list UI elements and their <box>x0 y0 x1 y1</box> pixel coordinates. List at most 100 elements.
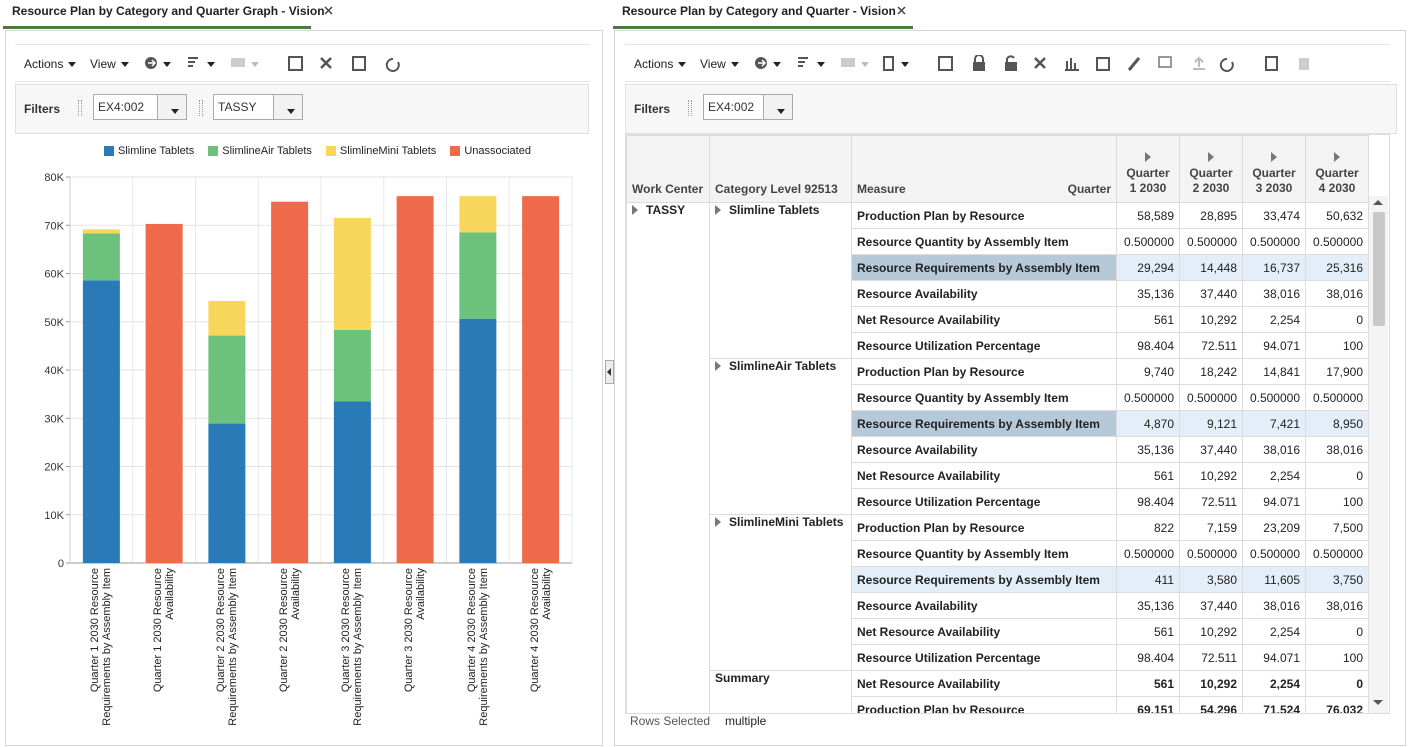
filter-bar: Filters EX4:002 <box>625 84 1397 134</box>
quarter-column-header[interactable]: Quarter 3 2030 <box>1243 136 1306 203</box>
quarter-label: Quarter 2 2030 <box>1189 166 1232 195</box>
value-cell: 0.500000 <box>1306 541 1369 567</box>
value-cell: 58,589 <box>1117 203 1180 229</box>
value-cell: 10,292 <box>1180 307 1243 333</box>
header-row: Work CenterCategory Level 92513MeasureQu… <box>627 136 1369 203</box>
value-cell: 38,016 <box>1243 593 1306 619</box>
calc-icon[interactable] <box>884 57 893 70</box>
toolbar: Actions View <box>625 44 1390 82</box>
value-cell: 0.500000 <box>1243 229 1306 255</box>
data-row: SlimlineAir Tablets Production Plan by Re… <box>627 359 1369 385</box>
footer-label: Rows Selected <box>630 714 710 728</box>
value-cell: 561 <box>1117 671 1180 697</box>
pivot-table-container: Work CenterCategory Level 92513MeasureQu… <box>625 134 1390 714</box>
lock-icon[interactable] <box>973 62 985 71</box>
category: SlimlineMini Tablets <box>729 515 843 529</box>
quarter-label: Quarter 4 2030 <box>1315 166 1358 195</box>
label: View <box>700 57 726 71</box>
row-header: TASSY <box>627 203 710 715</box>
chart-icon[interactable] <box>1065 58 1079 70</box>
value-cell: 98.404 <box>1117 489 1180 515</box>
value-cell: 72.511 <box>1180 645 1243 671</box>
value-cell: 76,032 <box>1306 697 1369 715</box>
measure-cell: Production Plan by Resource <box>852 359 1117 385</box>
close-icon[interactable] <box>897 6 906 15</box>
filter-select[interactable]: EX4:002 <box>703 94 793 120</box>
column-header: Work Center <box>627 136 710 203</box>
label: Actions <box>634 57 673 71</box>
value-cell: 38,016 <box>1243 437 1306 463</box>
quarter-column-header[interactable]: Quarter 2 2030 <box>1180 136 1243 203</box>
x-tick-label: Quarter 1 2030 Resource Requirements by … <box>89 568 113 728</box>
value-cell: 35,136 <box>1117 437 1180 463</box>
value-cell: 4,870 <box>1117 411 1180 437</box>
tools-icon[interactable] <box>1035 58 1045 68</box>
tab-title[interactable]: Resource Plan by Category and Quarter - … <box>622 4 896 18</box>
value-cell: 37,440 <box>1180 593 1243 619</box>
value-cell: 411 <box>1117 567 1180 593</box>
splitter-handle[interactable] <box>605 360 614 384</box>
row-header: Summary <box>710 671 852 715</box>
doc-icon[interactable] <box>1266 57 1277 70</box>
view-menu[interactable]: View <box>700 57 739 71</box>
expand-icon <box>715 361 721 371</box>
value-cell: 561 <box>1117 619 1180 645</box>
value-cell: 10,292 <box>1180 619 1243 645</box>
value-cell: 94.071 <box>1243 333 1306 359</box>
category: Slimline Tablets <box>729 203 819 217</box>
expand-icon <box>1145 152 1151 162</box>
toolbar-icons <box>753 55 1353 73</box>
value-cell: 0 <box>1306 671 1369 697</box>
value-cell: 561 <box>1117 463 1180 489</box>
value-cell: 54,296 <box>1180 697 1243 715</box>
value-cell: 0.500000 <box>1306 229 1369 255</box>
scrollbar[interactable] <box>1369 196 1388 713</box>
pencil-icon[interactable] <box>1129 58 1139 70</box>
category: SlimlineAir Tablets <box>729 359 836 373</box>
value-cell: 71,524 <box>1243 697 1306 715</box>
value-cell: 2,254 <box>1243 671 1306 697</box>
value-cell: 0.500000 <box>1180 229 1243 255</box>
measure-cell: Net Resource Availability <box>852 671 1117 697</box>
value-cell: 14,448 <box>1180 255 1243 281</box>
measure-cell: Production Plan by Resource <box>852 697 1117 715</box>
x-tick-label: Quarter 4 2030 Resource Availability <box>529 568 553 728</box>
value-cell: 23,209 <box>1243 515 1306 541</box>
grip <box>688 100 692 116</box>
grid-icon[interactable] <box>1159 57 1171 67</box>
save-icon[interactable] <box>939 57 952 70</box>
value-cell: 25,316 <box>1306 255 1369 281</box>
x-tick-label: Quarter 2 2030 Resource Requirements by … <box>215 568 239 728</box>
value-cell: 2,254 <box>1243 307 1306 333</box>
actions-menu[interactable]: Actions <box>634 57 686 71</box>
refresh-icon[interactable] <box>1221 59 1233 71</box>
value-cell: 7,421 <box>1243 411 1306 437</box>
row-header: Slimline Tablets <box>710 203 852 359</box>
value-cell: 100 <box>1306 333 1369 359</box>
column-header: MeasureQuarter <box>852 136 1117 203</box>
value-cell: 72.511 <box>1180 489 1243 515</box>
value-cell: 561 <box>1117 307 1180 333</box>
unlock-icon[interactable] <box>1005 62 1017 71</box>
quarter-column-header[interactable]: Quarter 1 2030 <box>1117 136 1180 203</box>
value-cell: 37,440 <box>1180 281 1243 307</box>
value-cell: 2,254 <box>1243 463 1306 489</box>
value-cell: 8,950 <box>1306 411 1369 437</box>
measure-cell: Resource Utilization Percentage <box>852 333 1117 359</box>
value-cell: 98.404 <box>1117 645 1180 671</box>
value-cell: 0 <box>1306 307 1369 333</box>
value-cell: 29,294 <box>1117 255 1180 281</box>
value-cell: 94.071 <box>1243 489 1306 515</box>
value-cell: 2,254 <box>1243 619 1306 645</box>
quarter-column-header[interactable]: Quarter 4 2030 <box>1306 136 1369 203</box>
measure-cell: Resource Requirements by Assembly Item <box>852 255 1117 281</box>
column-header: Category Level 92513 <box>710 136 852 203</box>
value-cell: 0.500000 <box>1243 385 1306 411</box>
value-cell: 0.500000 <box>1180 385 1243 411</box>
value-cell: 0.500000 <box>1117 385 1180 411</box>
edit-icon[interactable] <box>1097 58 1109 70</box>
measure-cell: Resource Quantity by Assembly Item <box>852 229 1117 255</box>
scroll-thumb[interactable] <box>1373 212 1385 326</box>
pivot-table: Work CenterCategory Level 92513MeasureQu… <box>626 135 1369 714</box>
